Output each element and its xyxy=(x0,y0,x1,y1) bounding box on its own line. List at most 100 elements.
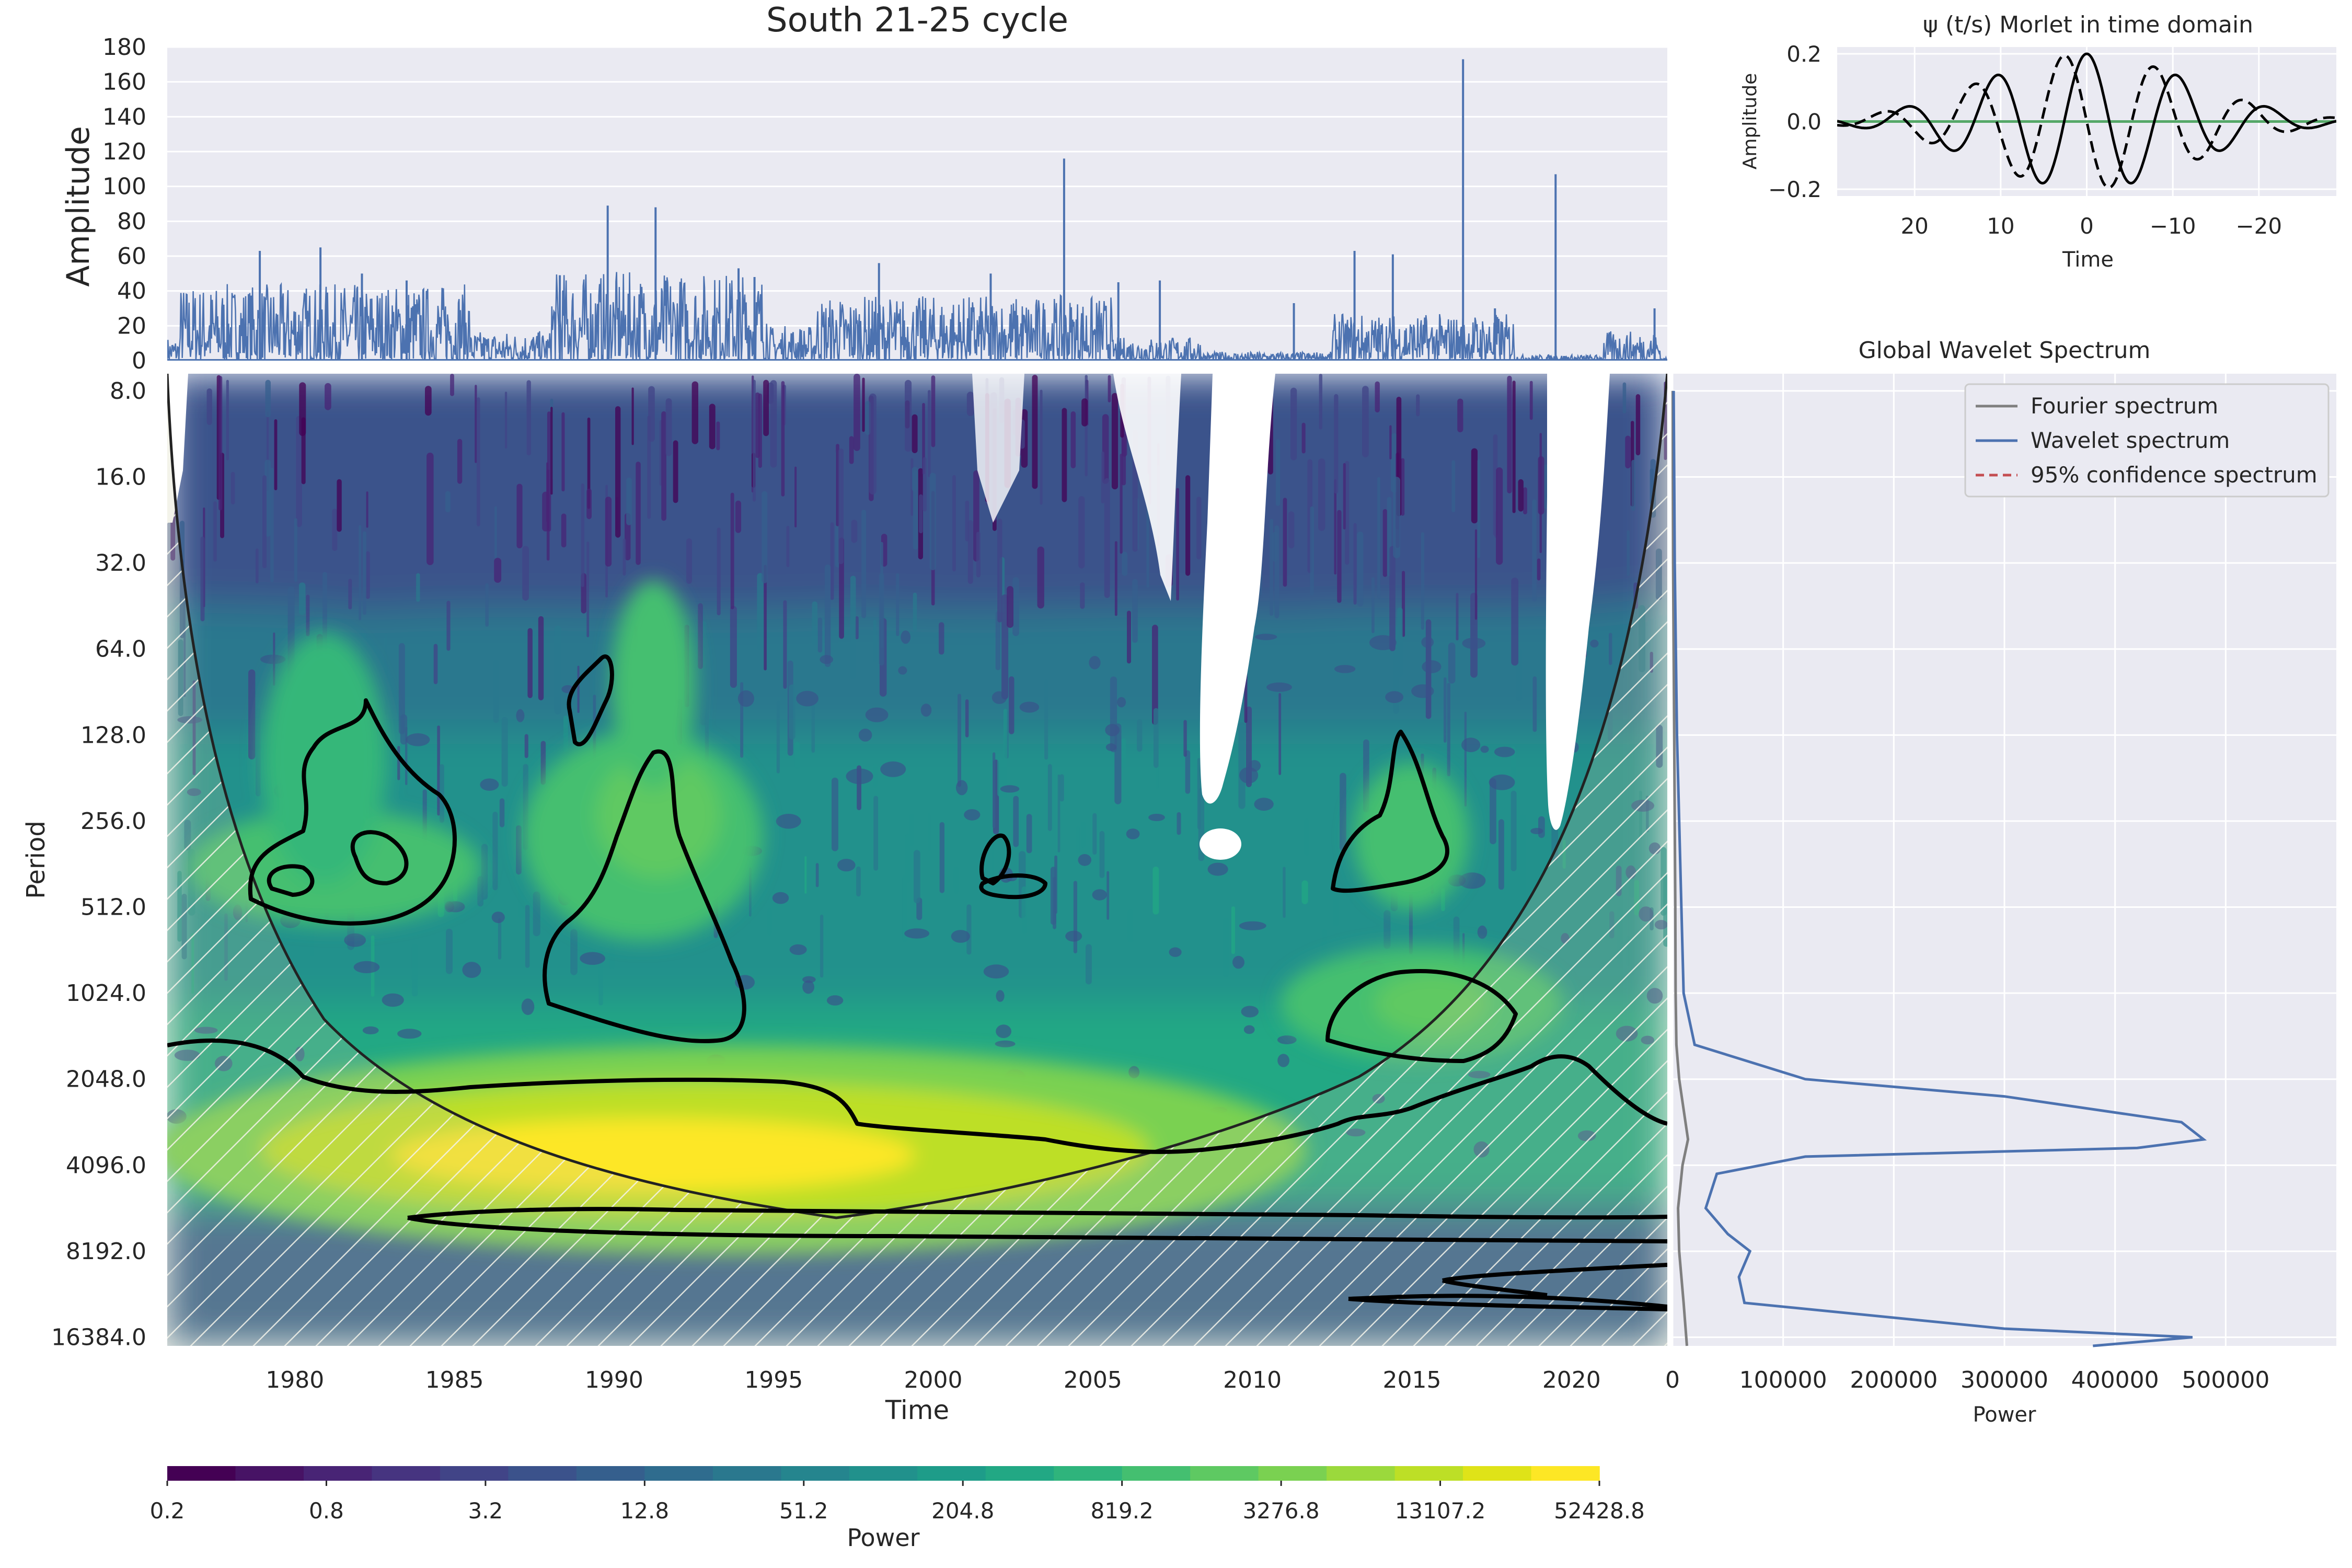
amplitude-title: South 21-25 cycle xyxy=(766,1,1068,40)
speckle-streak xyxy=(1021,886,1027,934)
speckle-streak xyxy=(830,522,834,600)
speckle-streak xyxy=(218,376,223,511)
speckle-streak xyxy=(446,601,451,651)
speckle-spot xyxy=(951,930,970,943)
speckle-streak xyxy=(851,520,858,543)
speckle-streak xyxy=(366,491,368,528)
speckle-streak xyxy=(1393,477,1400,559)
speckle-streak xyxy=(1622,382,1627,414)
speckle-streak xyxy=(1040,389,1043,505)
speckle-streak xyxy=(869,393,877,495)
speckle-streak xyxy=(1529,381,1533,420)
speckle-streak xyxy=(1104,478,1110,598)
morlet-xlabel: Time xyxy=(2062,248,2114,272)
speckle-streak xyxy=(605,497,612,567)
speckle-streak xyxy=(200,536,205,621)
speckle-streak xyxy=(1278,693,1282,775)
speckle-spot xyxy=(826,995,844,1006)
speckle-streak xyxy=(1076,826,1080,854)
speckle-streak xyxy=(1283,498,1287,587)
speckle-streak xyxy=(1007,586,1013,628)
speckle-streak xyxy=(993,752,996,828)
speckle-streak xyxy=(1013,795,1019,847)
colorbar-tick: 51.2 xyxy=(779,1498,828,1524)
speckle-streak xyxy=(398,643,405,734)
speckle-streak xyxy=(1176,488,1179,601)
speckle-streak xyxy=(804,856,807,894)
speckle-streak xyxy=(586,541,590,638)
speckle-streak xyxy=(762,491,768,583)
speckle-streak xyxy=(1132,579,1138,643)
speckle-streak xyxy=(1447,683,1450,777)
speckle-streak xyxy=(1507,375,1512,493)
colorbar-label: Power xyxy=(847,1524,919,1552)
speckle-streak xyxy=(952,475,956,572)
colorbar-swatch xyxy=(440,1466,509,1481)
speckle-streak xyxy=(1383,910,1391,949)
speckle-streak xyxy=(1223,918,1229,977)
period-tick: 2048.0 xyxy=(66,1066,146,1093)
speckle-streak xyxy=(1319,374,1322,430)
speckle-streak xyxy=(1070,411,1076,468)
speckle-streak xyxy=(997,518,1002,622)
speckle-streak xyxy=(230,471,235,505)
speckle-streak xyxy=(1532,499,1537,602)
speckle-spot xyxy=(480,778,499,791)
speckle-streak xyxy=(873,795,879,871)
speckle-streak xyxy=(767,908,772,936)
speckle-streak xyxy=(661,411,666,521)
speckle-spot xyxy=(1169,947,1182,957)
speckle-streak xyxy=(494,506,497,559)
speckle-streak xyxy=(622,538,626,576)
colorbar-swatch xyxy=(1327,1466,1396,1481)
speckle-streak xyxy=(609,946,615,970)
speckle-spot xyxy=(1105,743,1116,751)
speckle-spot xyxy=(1000,785,1020,793)
speckle-streak xyxy=(1047,764,1052,831)
speckle-spot xyxy=(837,859,856,872)
morlet-x-tick: 20 xyxy=(1900,213,1928,239)
speckle-streak xyxy=(991,812,994,885)
speckle-streak xyxy=(1154,708,1159,768)
speckle-spot xyxy=(1590,639,1599,648)
speckle-spot xyxy=(1277,1054,1290,1067)
colorbar-swatch xyxy=(1463,1466,1532,1481)
speckle-streak xyxy=(1026,814,1032,854)
speckle-streak xyxy=(815,863,819,887)
time-tick-labels: 1980 1985 1990 1995 2000 2005 2010 2015 2020 xyxy=(266,1367,1601,1393)
speckle-streak xyxy=(337,479,342,532)
speckle-streak xyxy=(359,525,362,620)
speckle-streak xyxy=(1511,578,1519,666)
speckle-spot xyxy=(956,780,968,795)
time-tick: 1980 xyxy=(266,1367,324,1393)
speckle-streak xyxy=(1371,577,1375,633)
speckle-streak xyxy=(586,488,592,520)
speckle-streak xyxy=(1101,451,1104,504)
speckle-streak xyxy=(445,491,451,513)
speckle-streak xyxy=(1627,530,1630,576)
speckle-streak xyxy=(298,582,306,616)
speckle-spot xyxy=(991,691,1007,704)
period-tick: 16384.0 xyxy=(51,1324,146,1351)
speckle-streak xyxy=(758,393,762,468)
speckle-spot xyxy=(901,630,911,644)
speckle-streak xyxy=(433,643,438,684)
speckle-streak xyxy=(1448,642,1456,684)
period-tick: 1024.0 xyxy=(66,980,146,1007)
speckle-streak xyxy=(384,634,388,716)
speckle-spot xyxy=(1334,665,1356,673)
speckle-spot xyxy=(964,809,981,821)
speckle-streak xyxy=(812,601,817,645)
speckle-streak xyxy=(854,374,860,451)
speckle-spot xyxy=(904,928,929,939)
speckle-spot xyxy=(858,729,872,742)
speckle-streak xyxy=(411,943,418,997)
speckle-streak xyxy=(953,867,959,891)
morlet-x-tick: 0 xyxy=(2080,213,2094,239)
speckle-streak xyxy=(1106,871,1110,920)
speckle-streak xyxy=(811,699,815,753)
speckle-streak xyxy=(615,406,621,538)
speckle-streak xyxy=(1122,433,1127,457)
speckle-streak xyxy=(939,822,944,893)
speckle-spot xyxy=(737,690,754,707)
